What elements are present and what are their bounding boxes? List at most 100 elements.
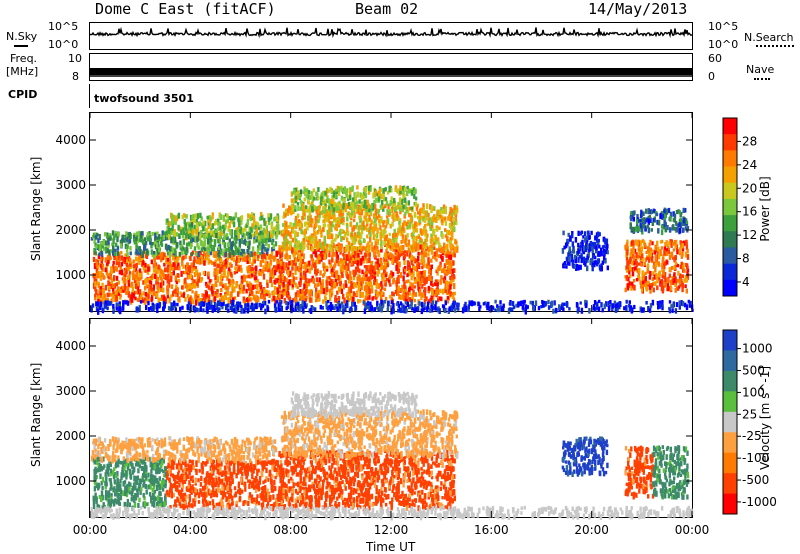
power-cell <box>375 233 379 239</box>
power-cell <box>189 297 192 304</box>
power-cell <box>399 307 403 313</box>
power-cell <box>270 223 273 230</box>
power-cell <box>221 284 225 289</box>
power-cell <box>203 239 207 246</box>
power-cell <box>212 233 215 238</box>
power-cell <box>434 282 437 287</box>
power-cell <box>317 241 320 248</box>
power-region-8 <box>629 207 690 236</box>
power-cell <box>191 218 195 225</box>
power-cell <box>170 237 173 244</box>
power-cell <box>266 279 269 285</box>
power-cell <box>385 219 389 226</box>
nsky-tick-bottom-left: 10^0 <box>48 38 79 51</box>
power-cell <box>135 248 138 255</box>
power-cell <box>166 257 170 262</box>
power-cell <box>412 271 415 278</box>
power-cell <box>222 272 226 276</box>
power-cell <box>431 236 434 242</box>
power-cell <box>685 277 688 283</box>
power-cell <box>217 232 220 236</box>
power-cell <box>93 263 97 270</box>
power-cell <box>687 299 690 304</box>
power-cell <box>410 246 414 250</box>
power-cell <box>367 185 371 191</box>
power-cell <box>231 240 235 247</box>
power-cell <box>315 259 318 264</box>
power-cell <box>563 245 566 250</box>
power-cell <box>660 229 664 236</box>
power-cell <box>111 250 115 256</box>
power-cell <box>207 238 210 245</box>
power-cell <box>265 289 268 294</box>
power-cell <box>436 279 439 284</box>
power-cell <box>208 299 211 304</box>
power-cell <box>360 203 363 209</box>
power-cell <box>285 233 288 240</box>
power-cell <box>261 248 264 254</box>
power-cell <box>217 252 220 257</box>
power-cell <box>645 217 649 223</box>
power-cell <box>431 246 434 251</box>
power-cell <box>344 307 347 312</box>
power-cell <box>331 290 334 296</box>
power-cell <box>669 211 673 218</box>
power-cell <box>341 271 344 277</box>
power-cell <box>424 287 427 294</box>
power-cell <box>331 284 334 291</box>
power-cell <box>278 283 281 289</box>
power-cell <box>641 275 644 281</box>
power-cell <box>230 216 233 221</box>
power-cell <box>176 242 179 248</box>
power-cell <box>115 295 118 302</box>
power-cell <box>392 292 395 297</box>
power-cell <box>438 296 441 301</box>
power-cell <box>410 268 413 273</box>
power-cell <box>382 191 385 197</box>
power-cell <box>359 245 362 250</box>
power-cell <box>107 280 110 286</box>
power-cell <box>145 283 148 287</box>
power-cell <box>331 251 334 256</box>
power-cell <box>641 270 644 277</box>
power-cell <box>211 261 214 266</box>
power-cell <box>211 239 214 243</box>
power-cell <box>115 282 119 287</box>
power-cell <box>406 225 409 230</box>
power-cell <box>127 293 131 298</box>
power-cell <box>385 248 388 253</box>
power-cell <box>211 308 214 313</box>
power-cell <box>94 242 97 248</box>
power-cell <box>194 213 197 219</box>
power-cell <box>228 221 231 228</box>
power-cell <box>180 226 183 231</box>
power-cell <box>372 225 375 232</box>
power-cell <box>111 292 114 299</box>
power-cell <box>325 247 328 253</box>
power-cell <box>362 238 366 244</box>
power-cell <box>325 216 328 223</box>
power-cell <box>273 265 276 269</box>
power-cell <box>229 263 232 268</box>
power-cell <box>676 226 679 233</box>
power-cell <box>572 249 576 254</box>
power-cell <box>209 259 212 264</box>
power-cell <box>574 259 577 264</box>
power-cell <box>238 224 241 228</box>
power-cell <box>194 266 198 270</box>
power-cell <box>143 247 147 251</box>
power-cell <box>347 249 351 256</box>
power-cell <box>594 260 597 265</box>
power-cell <box>331 213 334 219</box>
power-cell <box>338 246 341 252</box>
power-cell <box>410 284 414 289</box>
power-cell <box>106 234 109 240</box>
power-cell <box>313 262 317 269</box>
power-cell <box>416 281 420 287</box>
power-cell <box>376 192 379 197</box>
power-cell <box>224 258 228 265</box>
power-cell <box>681 251 684 257</box>
power-cell <box>335 282 339 287</box>
power-cell <box>315 208 318 214</box>
power-cell <box>200 240 204 247</box>
